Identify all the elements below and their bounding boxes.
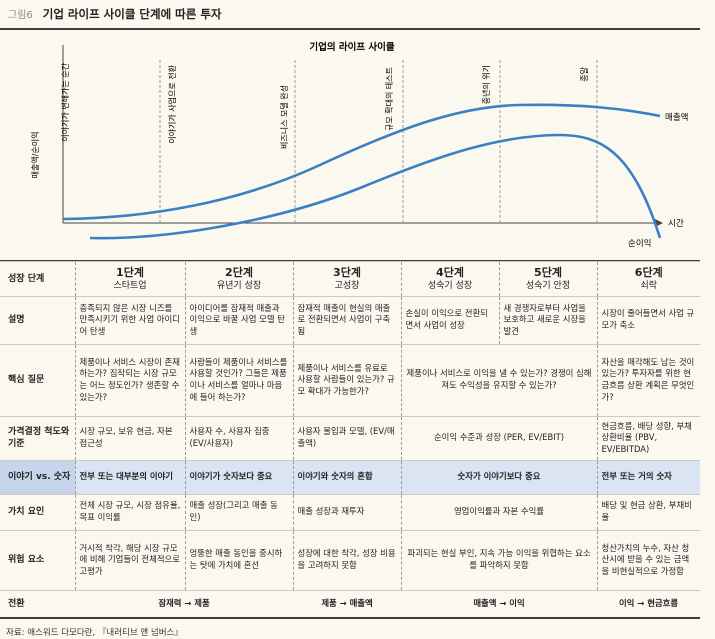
- risk-cell: 엉뚱한 매출 동인을 중시하는 탓에 가치에 혼선: [185, 529, 294, 591]
- figure-title-text: 기업 라이프 사이클 단계에 따른 투자: [42, 7, 222, 21]
- row-risk: 위험 요소 거시적 착각, 해당 시장 규모에 비해 기업들이 전체적으로 고평…: [0, 529, 700, 591]
- risk-cell: 성장에 대한 착각, 성장 비용을 고려하지 못함: [293, 529, 402, 591]
- stage-num: 3단계: [333, 266, 361, 279]
- question-cell: 자산을 매각해도 남는 것이 있는가? 투자자를 위한 현금흐름 상환 계획은 …: [597, 343, 700, 417]
- row-questions: 핵심 질문 제품이나 서비스 시장이 존재하는가? 짐작되는 시장 규모는 어느…: [0, 343, 700, 417]
- value-cell: 영업이익률과 자본 수익률: [401, 493, 598, 531]
- row-header: 성장 단계: [0, 261, 76, 297]
- lifecycle-chart: 기업의 라이프 사이클 시간 매출액/순이익 이야기가 변해가는 순간 이야기가…: [30, 41, 688, 249]
- phase-label: 이야기가 사업으로 전환: [167, 64, 177, 143]
- stage-num: 6단계: [634, 266, 663, 279]
- y-axis-label: 매출액/순이익: [30, 132, 40, 179]
- row-pricing: 가격결정 척도와 기준 시장 규모, 보유 현금, 자본 접근성 사용자 수, …: [0, 415, 700, 461]
- phase-label: 이야기가 변해가는 순간: [60, 62, 70, 141]
- risk-cell: 파괴되는 현실 부인, 지속 가능 이익을 위협하는 요소를 파악하지 못함: [401, 529, 598, 591]
- stage-name: 성숙기 성장: [427, 281, 473, 292]
- stage-name: 성숙기 안정: [525, 281, 571, 292]
- net-income-label: 순이익: [628, 238, 651, 249]
- story-cell: 이야기가 숫자보다 중요: [185, 459, 294, 495]
- desc-cell: 시장이 줄어들면서 사업 규모가 축소: [597, 295, 700, 345]
- stage-num: 1단계: [116, 266, 144, 279]
- desc-cell: 잠재적 매출이 현실의 매출로 전환되면서 사업이 구축됨: [293, 295, 402, 345]
- phase-label: 종말: [580, 66, 589, 81]
- row-header: 이야기 vs. 숫자: [0, 459, 76, 495]
- source-note: 자료: 애스워드 다모다란, 『내러티브 앤 넘버스』: [6, 628, 183, 638]
- pricing-cell: 현금흐름, 배당 성향, 부채상환비율 (PBV, EV/EBITDA): [597, 415, 700, 461]
- stage-num: 4단계: [436, 266, 464, 279]
- question-cell: 제품이나 서비스를 유료로 사용할 사람들이 있는가? 규모 확대가 가능한가?: [293, 343, 402, 417]
- story-cell: 이야기와 숫자의 혼합: [293, 459, 402, 495]
- top-rule: [0, 28, 700, 30]
- stage-num: 2단계: [225, 266, 253, 279]
- pricing-cell: 순이익 수준과 성장 (PER, EV/EBIT): [401, 415, 598, 461]
- stage-name: 스타트업: [113, 281, 147, 292]
- pricing-cell: 시장 규모, 보유 현금, 자본 접근성: [75, 415, 186, 461]
- story-cell: 전부 또는 대부분의 이야기: [75, 459, 186, 495]
- phase-label: 규모 확대의 테스트: [384, 67, 394, 131]
- transition-cell: 매출액 → 이익: [401, 589, 597, 620]
- row-desc: 설명 충족되지 않은 시장 니즈를 만족시키기 위한 사업 아이디어 탄생 아이…: [0, 295, 700, 345]
- question-cell: 제품이나 서비스로 이익을 낼 수 있는가? 경쟁이 심해져도 수익성을 유지할…: [401, 343, 598, 417]
- stage-num: 5단계: [534, 266, 562, 279]
- stage-name: 쇠락: [640, 281, 658, 292]
- transition-cell: 잠재력 → 제품: [75, 589, 293, 620]
- revenue-label: 매출액: [665, 112, 688, 123]
- desc-cell: 새 경쟁자로부터 사업을 보호하고 새로운 시장을 발견: [499, 295, 598, 345]
- row-header: 위험 요소: [0, 529, 76, 591]
- row-header: 가치 요인: [0, 493, 76, 531]
- question-cell: 제품이나 서비스 시장이 존재하는가? 짐작되는 시장 규모는 어느 정도인가?…: [75, 343, 186, 417]
- value-cell: 매출 성장과 재투자: [293, 493, 402, 531]
- desc-cell: 손실이 이익으로 전환되면서 사업이 성장: [401, 295, 500, 345]
- value-cell: 매출 성장(그리고 매출 동인): [185, 493, 294, 531]
- row-transition: 전환 잠재력 → 제품 제품 → 매출액 매출액 → 이익 이익 → 현금흐름: [0, 589, 700, 620]
- table-top-rule: [0, 260, 700, 262]
- figure-number: 그림6: [8, 10, 33, 21]
- figure-title: 그림6 기업 라이프 사이클 단계에 따른 투자: [8, 6, 221, 22]
- x-axis-label: 시간: [668, 218, 684, 229]
- value-cell: 배당 및 현금 상환, 부채비율: [597, 493, 700, 531]
- risk-cell: 청산가치의 누수, 자산 청산시에 받을 수 있는 금액을 비현실적으로 가정함: [597, 529, 700, 591]
- row-header: 설명: [0, 295, 76, 345]
- phase-label: 비즈니스 모델 완성: [279, 85, 289, 149]
- pricing-cell: 사용자 몰입과 모델, (EV/매출액): [293, 415, 402, 461]
- row-header: 전환: [0, 589, 75, 620]
- desc-cell: 충족되지 않은 시장 니즈를 만족시키기 위한 사업 아이디어 탄생: [75, 295, 186, 345]
- revenue-curve: [62, 103, 661, 221]
- chart-title: 기업의 라이프 사이클: [309, 41, 395, 53]
- question-cell: 사람들이 제품이나 서비스를 사용할 것인가? 그들은 제품이나 서비스를 얼마…: [185, 343, 294, 417]
- story-cell: 숫자가 이야기보다 중요: [401, 459, 598, 495]
- transition-cell: 이익 → 현금흐름: [597, 589, 700, 620]
- pricing-cell: 사용자 수, 사용자 집중 (EV/사용자): [185, 415, 294, 461]
- risk-cell: 거시적 착각, 해당 시장 규모에 비해 기업들이 전체적으로 고평가: [75, 529, 186, 591]
- row-header: 핵심 질문: [0, 343, 76, 417]
- story-cell: 전부 또는 거의 숫자: [597, 459, 700, 495]
- transition-cell: 제품 → 매출액: [293, 589, 401, 620]
- stage-name: 유년기 성장: [216, 281, 262, 292]
- row-header: 가격결정 척도와 기준: [0, 415, 76, 461]
- row-value: 가치 요인 전체 시장 규모, 시장 점유율, 목표 이익률 매출 성장(그리고…: [0, 493, 700, 531]
- net-income-curve: [89, 133, 662, 240]
- value-cell: 전체 시장 규모, 시장 점유율, 목표 이익률: [75, 493, 186, 531]
- stage-name: 고성장: [334, 281, 360, 292]
- desc-cell: 아이디어를 잠재적 매출과 이익으로 바꿀 사업 모델 탄생: [185, 295, 294, 345]
- row-story: 이야기 vs. 숫자 전부 또는 대부분의 이야기 이야기가 숫자보다 중요 이…: [0, 459, 700, 495]
- phase-label: 중년의 위기: [481, 65, 491, 104]
